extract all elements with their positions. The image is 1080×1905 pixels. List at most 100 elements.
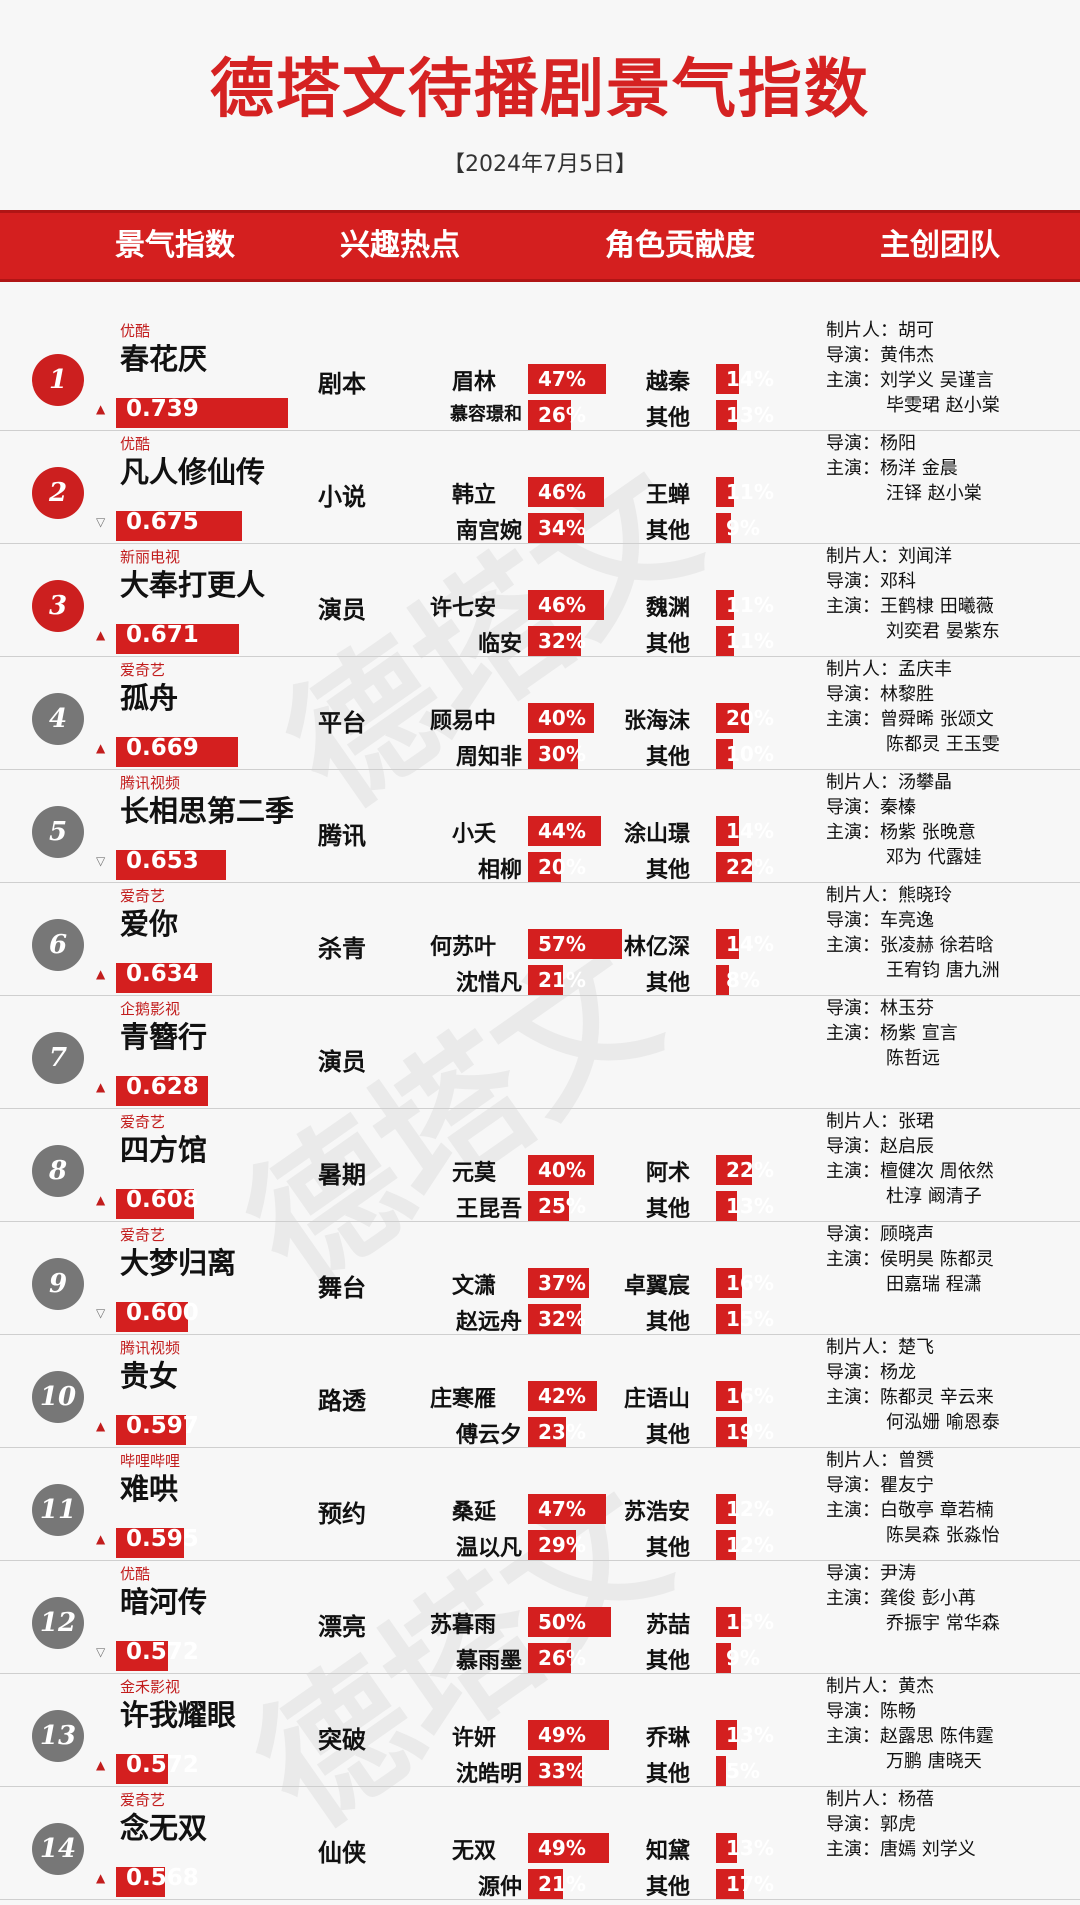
score-value: 0.572 xyxy=(126,1752,199,1778)
rank-badge: 3 xyxy=(32,580,84,632)
character-share: 32% xyxy=(528,626,586,656)
character-name: 其他 xyxy=(645,1649,690,1674)
creative-team: 制片人：张珺 导演：赵启辰 主演：檀健次 周依然 杜淳 阚清子 xyxy=(826,1109,994,1209)
score-bar xyxy=(116,398,288,428)
platform-label: 金禾影视 xyxy=(120,1678,181,1696)
character-name: 无双 xyxy=(451,1839,496,1864)
score-value: 0.671 xyxy=(126,622,199,648)
character-share: 15% xyxy=(716,1607,774,1637)
trend-down-icon: ▽ xyxy=(96,1306,106,1320)
team-line: 主演：陈都灵 辛云来 xyxy=(826,1387,994,1408)
team-line: 陈都灵 王玉雯 xyxy=(886,734,1000,755)
table-row: 13 金禾影视 许我耀眼 ▲ 0.572 突破 许妍 49% 沈皓明 33% 乔琳 13% 其他 5% 制片… xyxy=(0,1674,1080,1787)
character-share: 8% xyxy=(716,965,760,995)
character-share: 11% xyxy=(716,590,774,620)
character-name: 王昆吾 xyxy=(455,1197,522,1222)
team-line: 主演：刘学义 吴谨言 xyxy=(826,370,994,391)
team-line: 制片人：刘闻洋 xyxy=(826,546,952,567)
trend-down-icon: ▽ xyxy=(96,854,106,868)
drama-name: 念无双 xyxy=(120,1811,208,1845)
team-line: 导演：林玉芬 xyxy=(826,998,934,1019)
table-row: 6 爱奇艺 爱你 ▲ 0.634 杀青 何苏叶 57% 沈惜凡 21% 林亿深 14% 其他 8% 制片人：… xyxy=(0,883,1080,996)
rank-badge: 4 xyxy=(32,693,84,745)
team-line: 万鹏 唐晓天 xyxy=(886,1751,982,1772)
character-name: 越秦 xyxy=(645,370,690,395)
character-name: 源仲 xyxy=(477,1875,522,1900)
team-line: 制片人：胡可 xyxy=(826,320,934,341)
creative-team: 制片人：杨蓓 导演：郭虎 主演：唐嫣 刘学义 xyxy=(826,1787,976,1862)
rank-badge: 7 xyxy=(32,1032,84,1084)
creative-team: 导演：顾晓声 主演：侯明昊 陈都灵 田嘉瑞 程潇 xyxy=(826,1222,994,1297)
character-share: 22% xyxy=(716,1155,774,1185)
table-row: 10 腾讯视频 贵女 ▲ 0.597 路透 庄寒雁 42% 傅云夕 23% 庄语山 16% 其他 19% 制… xyxy=(0,1335,1080,1448)
character-share: 44% xyxy=(528,816,601,846)
character-share: 11% xyxy=(716,477,774,507)
character-share: 33% xyxy=(528,1756,586,1786)
team-line: 制片人：汤攀晶 xyxy=(826,772,952,793)
drama-name: 爱你 xyxy=(120,907,179,941)
team-line: 制片人：楚飞 xyxy=(826,1337,934,1358)
character-share: 16% xyxy=(716,1381,774,1411)
rank-badge: 5 xyxy=(32,806,84,858)
character-share: 21% xyxy=(528,965,586,995)
character-name: 南宫婉 xyxy=(455,519,522,544)
character-name: 乔琳 xyxy=(645,1726,690,1751)
character-share: 40% xyxy=(528,703,594,733)
character-share: 9% xyxy=(716,1643,760,1673)
score-bar xyxy=(116,1867,165,1897)
team-line: 主演：张凌赫 徐若晗 xyxy=(826,935,994,956)
trend-up-icon: ▲ xyxy=(96,1758,106,1772)
character-share: 23% xyxy=(528,1417,586,1447)
team-line: 导演：郭虎 xyxy=(826,1814,916,1835)
character-name: 林亿深 xyxy=(623,935,690,960)
character-share: 21% xyxy=(528,1869,586,1899)
character-name: 其他 xyxy=(645,1536,690,1561)
character-share: 13% xyxy=(716,1833,774,1863)
character-name: 其他 xyxy=(645,971,690,996)
character-name: 其他 xyxy=(645,1197,690,1222)
trend-up-icon: ▲ xyxy=(96,628,106,642)
character-share: 46% xyxy=(528,590,604,620)
creative-team: 制片人：熊晓玲 导演：车亮逸 主演：张凌赫 徐若晗 王宥钧 唐九洲 xyxy=(826,883,1000,983)
drama-name: 孤舟 xyxy=(120,681,179,715)
team-line: 制片人：黄杰 xyxy=(826,1676,934,1697)
creative-team: 制片人：楚飞 导演：杨龙 主演：陈都灵 辛云来 何泓姗 喻恩泰 xyxy=(826,1335,1000,1435)
interest-hotspot: 演员 xyxy=(318,596,366,624)
character-share: 16% xyxy=(716,1268,774,1298)
table-row: 3 新丽电视 大奉打更人 ▲ 0.671 演员 许七安 46% 临安 32% 魏渊 11% 其他 11% 制… xyxy=(0,544,1080,657)
character-name: 临安 xyxy=(477,632,522,657)
character-share: 20% xyxy=(528,852,586,882)
character-name: 其他 xyxy=(645,1310,690,1335)
team-line: 陈昊森 张淼怡 xyxy=(886,1525,1000,1546)
rank-badge: 14 xyxy=(32,1823,84,1875)
character-name: 苏喆 xyxy=(645,1613,690,1638)
drama-name: 难哄 xyxy=(120,1472,179,1506)
team-line: 乔振宇 常华森 xyxy=(886,1613,1000,1634)
score-value: 0.675 xyxy=(126,509,199,535)
character-share: 14% xyxy=(716,929,774,959)
platform-label: 优酷 xyxy=(120,435,151,453)
rank-badge: 9 xyxy=(32,1258,84,1310)
team-line: 主演：杨紫 张晚意 xyxy=(826,822,976,843)
character-name: 其他 xyxy=(645,519,690,544)
score-value: 0.634 xyxy=(126,961,199,987)
interest-hotspot: 预约 xyxy=(318,1500,366,1528)
team-line: 主演：檀健次 周依然 xyxy=(826,1161,994,1182)
character-share: 15% xyxy=(716,1304,774,1334)
team-line: 主演：赵露思 陈伟霆 xyxy=(826,1726,994,1747)
character-share: 40% xyxy=(528,1155,594,1185)
score-bar xyxy=(116,1641,168,1671)
platform-label: 爱奇艺 xyxy=(120,887,166,905)
creative-team: 制片人：胡可 导演：黄伟杰 主演：刘学义 吴谨言 毕雯珺 赵小棠 xyxy=(826,318,1000,418)
character-share: 12% xyxy=(716,1530,774,1560)
trend-up-icon: ▲ xyxy=(96,1193,106,1207)
table-row: 14 爱奇艺 念无双 ▲ 0.568 仙侠 无双 49% 源仲 21% 知黛 13% 其他 17% 制片人：… xyxy=(0,1787,1080,1900)
team-line: 陈哲远 xyxy=(886,1048,940,1069)
team-line: 导演：顾晓声 xyxy=(826,1224,934,1245)
interest-hotspot: 舞台 xyxy=(318,1274,366,1302)
character-share: 11% xyxy=(716,626,774,656)
character-name: 文潇 xyxy=(451,1274,496,1299)
drama-name: 贵女 xyxy=(120,1359,179,1393)
score-bar xyxy=(116,1754,168,1784)
rank-badge: 13 xyxy=(32,1710,84,1762)
